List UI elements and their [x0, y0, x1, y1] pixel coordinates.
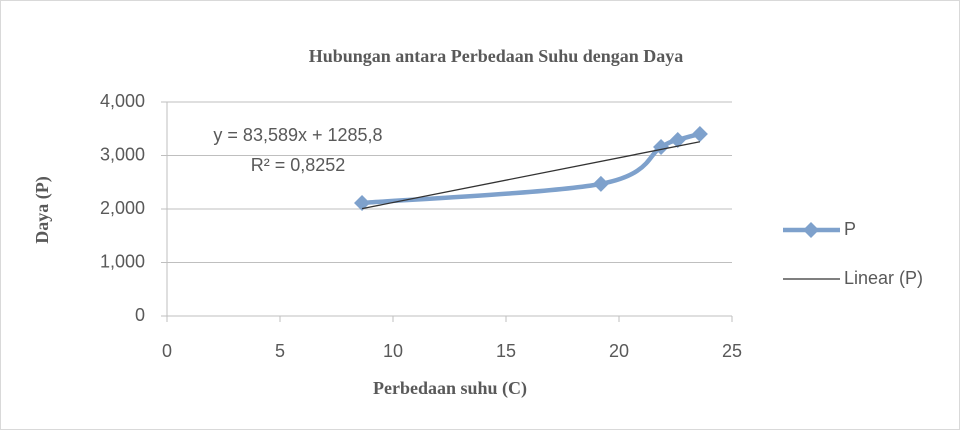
- y-tick-label: 3,000: [100, 144, 145, 164]
- x-tick-label: 0: [162, 341, 172, 361]
- marker: [653, 138, 670, 155]
- marker: [354, 195, 371, 212]
- y-tick-label: 2,000: [100, 198, 145, 218]
- trendline: [361, 141, 701, 210]
- x-axis-label: Perbedaan suhu (C): [373, 378, 527, 399]
- x-tick-label: 25: [722, 341, 742, 361]
- marker: [592, 175, 609, 192]
- chart-title: Hubungan antara Perbedaan Suhu dengan Da…: [309, 46, 684, 66]
- y-axis-label: Daya (P): [32, 176, 53, 243]
- marker: [669, 131, 686, 148]
- x-tick-label: 15: [496, 341, 516, 361]
- y-tick-label: 0: [135, 305, 145, 325]
- x-tick-label: 20: [609, 341, 629, 361]
- trendline-equation: y = 83,589x + 1285,8: [213, 125, 382, 145]
- legend-label: Linear (P): [844, 268, 923, 288]
- x-tick-label: 5: [275, 341, 285, 361]
- marker: [691, 125, 708, 142]
- y-tick-label: 1,000: [100, 251, 145, 271]
- trendline-r2: R² = 0,8252: [251, 155, 346, 175]
- legend-label: P: [844, 219, 856, 239]
- y-tick-label: 4,000: [100, 91, 145, 111]
- legend-marker: [803, 222, 819, 238]
- x-tick-label: 10: [383, 341, 403, 361]
